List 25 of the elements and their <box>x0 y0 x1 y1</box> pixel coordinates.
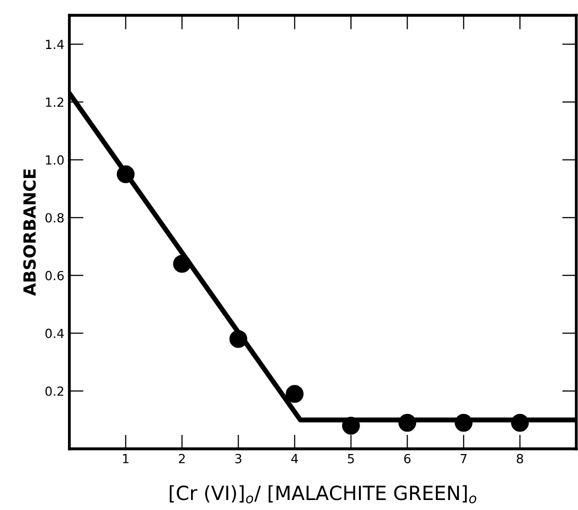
y-tick-label: 0.4 <box>45 328 64 338</box>
point <box>116 165 135 184</box>
x-tick-label: 2 <box>178 454 185 464</box>
y-axis-title: ABSORBANCE <box>23 169 36 296</box>
x-tick-label: 3 <box>235 454 242 464</box>
x-tick-label: 7 <box>460 454 467 464</box>
x-axis-title: [Cr (VI)]$_{o}$/ [MALACHITE GREEN]$_{o}$ <box>170 485 476 504</box>
x-tick-label: 6 <box>404 454 410 464</box>
point <box>511 414 529 432</box>
x-tick-label: 8 <box>516 454 524 464</box>
y-tick-label: 0.8 <box>45 213 64 223</box>
x-tick-label: 5 <box>348 454 354 464</box>
y-tick-label: 1.2 <box>46 97 64 107</box>
y-tick-label: 0.2 <box>45 386 64 396</box>
point <box>286 384 304 403</box>
y-tick-label: 0.6 <box>45 270 64 280</box>
x-tick-label: 1 <box>123 454 129 464</box>
y-tick-label: 1.4 <box>46 40 64 49</box>
point <box>398 414 416 432</box>
x-tick-label: 4 <box>291 454 298 464</box>
point <box>173 254 191 273</box>
y-tick-label: 1.0 <box>46 155 64 165</box>
point <box>454 414 473 432</box>
point <box>229 330 248 348</box>
point <box>342 416 360 435</box>
